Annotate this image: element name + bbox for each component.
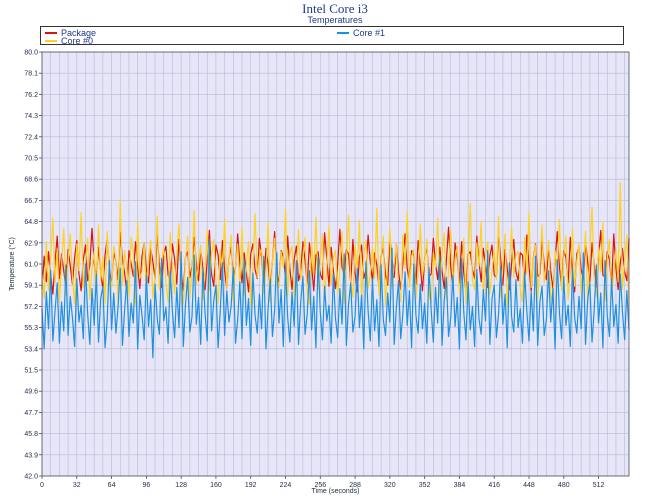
axes: 0 32 64 96 128 160 192 224 256 288 320 352 384 416 448… [24,50,630,489]
x-tick-label: 448 [523,482,535,489]
y-tick-label: 72.4 [24,134,38,141]
chart-title: Intel Core i3 [302,1,368,16]
series-line-package [41,226,630,295]
x-tick-label: 512 [593,482,605,489]
y-tick-label: 55.3 [24,325,38,332]
y-tick-label: 70.5 [24,156,38,163]
series-line-core-0 [41,181,630,306]
y-tick-label: 45.8 [24,431,38,438]
series-line-core-1 [41,238,630,359]
x-tick-label: 416 [488,482,500,489]
legend: Package Core #0 Core #1 [40,26,624,46]
x-tick-label: 128 [175,482,187,489]
series-layer [41,181,630,359]
x-tick-label: 256 [314,482,326,489]
legend-label-package: Package [61,28,97,38]
y-tick-label: 42.0 [24,474,38,481]
x-tick-label: 352 [419,482,431,489]
y-tick-label: 66.7 [24,198,38,205]
y-tick-label: 68.6 [24,177,38,184]
x-tick-label: 96 [142,482,150,489]
legend-label-core-0: Core #0 [61,36,94,46]
y-tick-label: 47.7 [24,410,38,417]
y-tick-label: 57.2 [24,304,38,311]
x-tick-label: 32 [73,482,81,489]
y-tick-label: 51.5 [24,368,38,375]
legend-swatch-core-1 [337,32,349,34]
legend-label-core-1: Core #1 [353,28,386,38]
x-tick-label: 320 [384,482,396,489]
x-tick-label: 384 [454,482,466,489]
y-tick-label: 61.0 [24,262,38,269]
x-axis-label: Time (seconds) [312,488,360,495]
chart-subtitle: Temperatures [307,15,363,25]
y-tick-label: 80.0 [24,50,38,57]
x-tick-label: 480 [558,482,570,489]
y-axis-label: Temperature (°C) [8,237,16,291]
y-tick-label: 43.9 [24,452,38,459]
y-tick-label: 78.1 [24,71,38,78]
x-tick-label: 0 [40,482,44,489]
legend-swatch-core-0 [45,40,57,42]
x-tick-label: 64 [108,482,116,489]
legend-swatch-package [45,32,57,34]
y-tick-label: 53.4 [24,346,38,353]
y-tick-label: 62.9 [24,240,38,247]
y-tick-label: 64.8 [24,219,38,226]
y-tick-label: 59.1 [24,283,38,290]
x-tick-label: 288 [349,482,361,489]
y-tick-label: 74.3 [24,113,38,120]
x-tick-label: 224 [280,482,292,489]
x-tick-label: 192 [245,482,257,489]
y-tick-label: 76.2 [24,92,38,99]
y-tick-label: 49.6 [24,389,38,396]
x-tick-label: 160 [210,482,222,489]
